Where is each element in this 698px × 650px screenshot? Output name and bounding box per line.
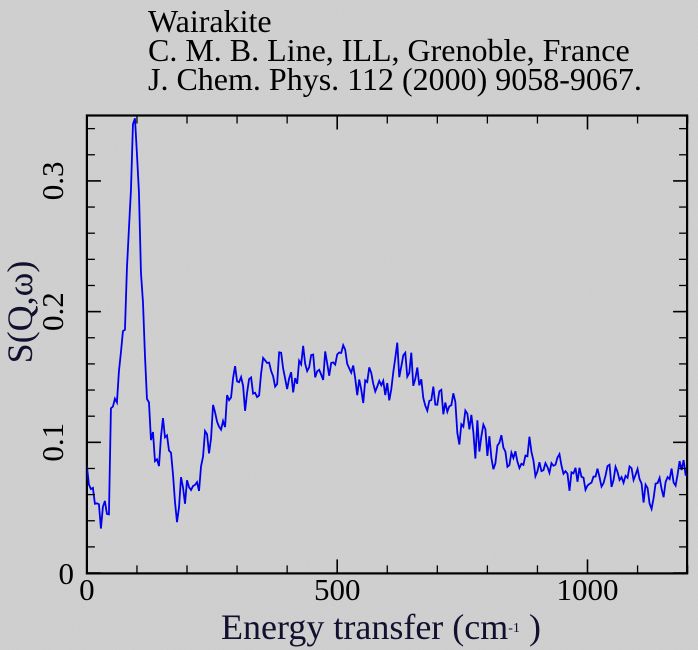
svg-text:J. Chem. Phys. 112 (2000) 9058: J. Chem. Phys. 112 (2000) 9058-9067. [148, 61, 642, 97]
svg-text:0: 0 [59, 556, 75, 591]
svg-text:1000: 1000 [557, 572, 619, 607]
svg-text:Energy transfer (cm-1 ): Energy transfer (cm-1 ) [221, 607, 541, 647]
svg-text:S(Q,ω): S(Q,ω) [0, 261, 40, 364]
svg-text:0: 0 [79, 572, 95, 607]
svg-text:0.3: 0.3 [35, 162, 70, 201]
svg-text:0.1: 0.1 [35, 423, 70, 462]
svg-text:500: 500 [314, 572, 361, 607]
svg-text:0.2: 0.2 [35, 292, 70, 331]
